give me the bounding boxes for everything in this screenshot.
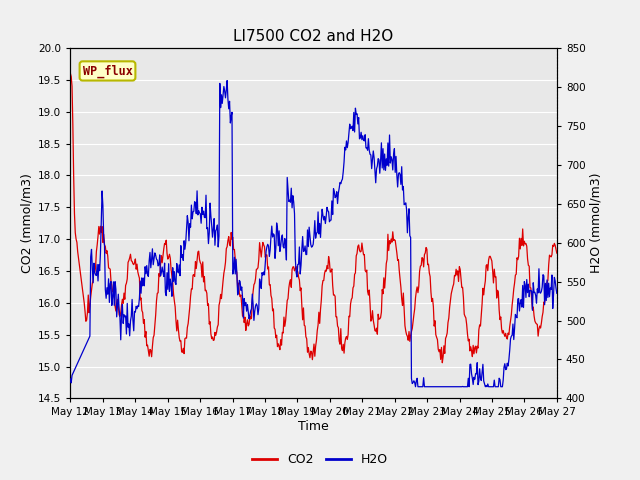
Text: WP_flux: WP_flux bbox=[83, 64, 132, 78]
Title: LI7500 CO2 and H2O: LI7500 CO2 and H2O bbox=[234, 29, 394, 44]
Legend: CO2, H2O: CO2, H2O bbox=[247, 448, 393, 471]
Y-axis label: CO2 (mmol/m3): CO2 (mmol/m3) bbox=[21, 173, 34, 273]
Y-axis label: H2O (mmol/m3): H2O (mmol/m3) bbox=[589, 173, 603, 274]
X-axis label: Time: Time bbox=[298, 420, 329, 433]
